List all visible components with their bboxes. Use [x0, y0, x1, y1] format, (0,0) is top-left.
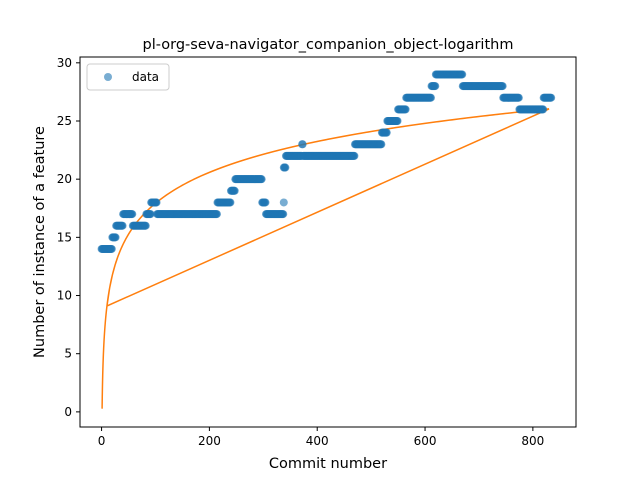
- legend: data: [86, 63, 170, 91]
- data-point: [118, 221, 127, 230]
- legend-marker: [104, 73, 112, 81]
- data-point: [382, 128, 391, 137]
- data-point: [146, 210, 155, 219]
- data-point: [498, 82, 507, 91]
- y-tick-label: 25: [57, 114, 72, 128]
- data-point: [111, 233, 120, 242]
- data-point: [279, 198, 288, 207]
- x-tick-label: 800: [521, 434, 544, 448]
- axes-frame: [79, 56, 577, 428]
- data-point: [426, 93, 435, 102]
- fit-curve-layer: [101, 108, 550, 409]
- data-point: [539, 105, 548, 114]
- data-point: [151, 198, 160, 207]
- y-tick-label: 10: [57, 289, 72, 303]
- data-point: [125, 210, 134, 219]
- data-point: [350, 151, 359, 160]
- legend-label-data: data: [132, 70, 159, 84]
- x-tick-label: 0: [98, 434, 106, 448]
- data-point: [298, 140, 307, 149]
- data-points-layer: [97, 70, 556, 253]
- y-axis-label: Number of instance of a feature: [32, 126, 48, 358]
- data-point: [279, 210, 288, 219]
- y-tick-label: 5: [64, 347, 72, 361]
- data-point: [281, 163, 290, 172]
- data-point: [458, 70, 467, 79]
- data-point: [431, 82, 440, 91]
- y-tick-label: 30: [57, 56, 72, 70]
- data-point: [377, 140, 386, 149]
- ticks-layer: 0 200 400 600 800 0 5 10 15 20 25 30: [57, 56, 545, 448]
- data-point: [547, 93, 556, 102]
- x-tick-label: 200: [198, 434, 221, 448]
- data-point: [226, 198, 235, 207]
- legend-box: [86, 63, 170, 91]
- data-point: [230, 186, 239, 195]
- data-point: [393, 116, 402, 125]
- x-tick-label: 400: [306, 434, 329, 448]
- data-point: [212, 210, 221, 219]
- data-point: [401, 105, 410, 114]
- x-axis-label: Commit number: [269, 456, 387, 472]
- data-point: [107, 244, 116, 253]
- y-tick-label: 15: [57, 230, 72, 244]
- data-point: [261, 198, 270, 207]
- data-point: [257, 175, 266, 184]
- y-tick-label: 20: [57, 172, 72, 186]
- y-tick-label: 0: [64, 405, 72, 419]
- data-point: [141, 221, 150, 230]
- data-point: [514, 93, 523, 102]
- chart-title: pl-org-seva-navigator_companion_object-l…: [143, 37, 514, 53]
- x-tick-label: 600: [414, 434, 437, 448]
- fit-curve: [101, 108, 550, 409]
